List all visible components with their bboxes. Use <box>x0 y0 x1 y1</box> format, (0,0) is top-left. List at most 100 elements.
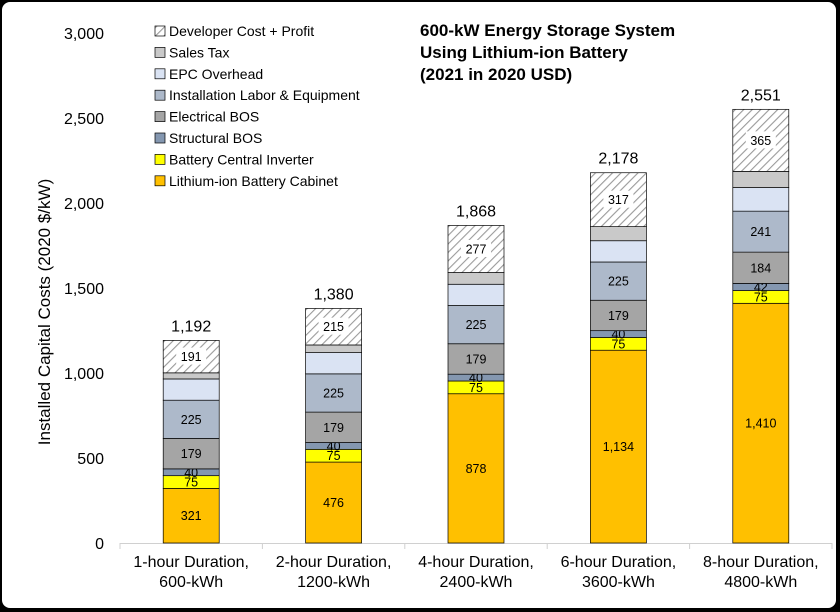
chart-title-line: Using Lithium-ion Battery <box>420 43 628 62</box>
bar-segment <box>162 438 220 470</box>
x-tick-label: 2400-kWh <box>440 574 513 591</box>
legend-swatch <box>154 25 166 37</box>
data-label: 1,410 <box>745 417 776 431</box>
x-tick-label: 600-kWh <box>159 574 223 591</box>
data-label: 225 <box>181 413 202 427</box>
legend-swatch <box>154 154 166 165</box>
x-tick-label: 3600-kWh <box>582 574 655 591</box>
bar-segment <box>162 378 220 401</box>
total-label: 2,178 <box>598 151 638 168</box>
data-label: 225 <box>466 318 487 332</box>
bar-segment <box>590 226 647 242</box>
legend-label: Developer Cost + Profit <box>169 23 314 39</box>
legend-swatch <box>154 111 166 122</box>
y-tick-label: 1,000 <box>64 366 104 383</box>
data-label: 225 <box>608 275 629 289</box>
legend-swatch <box>154 68 166 80</box>
data-label: 321 <box>181 509 202 523</box>
chart-title-line: 600-kW Energy Storage System <box>420 21 675 40</box>
x-tick-label: 4-hour Duration, <box>418 554 534 571</box>
legend-label: Installation Labor & Equipment <box>169 87 360 103</box>
data-label: 75 <box>611 337 625 351</box>
x-tick-label: 6-hour Duration, <box>561 554 677 571</box>
bar-segment <box>305 344 362 353</box>
chart-title: 600-kW Energy Storage System Using Lithiu… <box>420 21 675 84</box>
y-tick-label: 0 <box>95 536 104 553</box>
data-label: 476 <box>323 496 344 510</box>
data-label: 184 <box>750 261 771 275</box>
bar-segment <box>732 302 790 544</box>
data-label: 40 <box>327 439 341 453</box>
bar-segment <box>162 399 220 439</box>
legend-label: Battery Central Inverter <box>169 151 314 167</box>
data-label: 75 <box>184 476 198 490</box>
x-tick-label: 2-hour Duration, <box>276 554 392 571</box>
y-axis: 0 500 1,000 1,500 2,000 2,500 3,000 <box>64 26 104 553</box>
data-label: 241 <box>750 225 771 239</box>
data-label: 365 <box>750 134 771 148</box>
data-label-background <box>603 190 634 208</box>
data-label: 40 <box>184 466 198 480</box>
data-label: 179 <box>608 309 629 323</box>
bar-segment <box>162 488 220 544</box>
bar-segment <box>447 283 505 306</box>
legend-label: Lithium-ion Battery Cabinet <box>169 173 338 189</box>
data-label: 75 <box>469 381 483 395</box>
data-label: 179 <box>466 352 487 366</box>
bar-segment <box>447 343 505 375</box>
legend-label: EPC Overhead <box>169 66 263 82</box>
y-tick-label: 1,500 <box>64 281 104 298</box>
total-label: 1,868 <box>456 203 496 220</box>
bars: 32175401792251911,19247675401792252151,3… <box>162 87 790 544</box>
data-label-background <box>745 131 776 149</box>
legend-label: Sales Tax <box>169 44 229 60</box>
bar-segment <box>305 352 362 375</box>
legend-label: Electrical BOS <box>169 109 259 125</box>
data-label: 179 <box>181 447 202 461</box>
y-tick-label: 500 <box>77 451 104 468</box>
bar-segment <box>590 240 647 263</box>
data-label-background <box>318 317 349 335</box>
data-label: 42 <box>754 280 768 294</box>
data-label: 40 <box>611 328 625 342</box>
y-tick-label: 3,000 <box>64 26 104 43</box>
bar-segment <box>447 393 505 544</box>
bar-segment <box>590 299 647 332</box>
data-label: 225 <box>323 386 344 400</box>
data-label: 317 <box>608 193 629 207</box>
y-tick-label: 2,000 <box>64 196 104 213</box>
x-tick-label: 4800-kWh <box>724 574 797 591</box>
data-label: 40 <box>469 371 483 385</box>
bar-segment <box>732 210 790 253</box>
x-tick-label: 1-hour Duration, <box>133 554 249 571</box>
data-label: 75 <box>754 290 768 304</box>
data-label: 191 <box>181 350 202 364</box>
bar-segment <box>732 251 790 284</box>
bar-segment <box>590 349 647 544</box>
bar-segment <box>305 461 362 544</box>
x-axis: 1-hour Duration, 600-kWh 2-hour Duration, 1… <box>119 543 833 591</box>
legend-swatch <box>154 132 166 144</box>
data-label: 75 <box>327 449 341 463</box>
bar-segment <box>590 261 647 301</box>
data-label-background <box>176 347 207 365</box>
y-tick-label: 2,500 <box>64 111 104 128</box>
data-label-background <box>461 239 491 257</box>
chart-title-line: (2021 in 2020 USD) <box>420 65 572 84</box>
x-tick-label: 1200-kWh <box>297 574 370 591</box>
legend-swatch <box>154 89 166 101</box>
data-label: 215 <box>323 320 344 334</box>
bar-segment <box>732 171 790 188</box>
bar-segment <box>305 373 362 413</box>
x-tick-label: 8-hour Duration, <box>703 554 819 571</box>
total-label: 1,192 <box>171 318 211 335</box>
legend-swatch <box>154 175 166 187</box>
bar-segment <box>732 187 790 212</box>
data-label: 878 <box>466 462 487 476</box>
bar-segment <box>162 372 220 380</box>
data-label: 277 <box>466 242 487 256</box>
y-axis-title: Installed Capital Costs (2020 $/kW) <box>35 179 54 445</box>
legend: Developer Cost + Profit Sales Tax EPC Over… <box>154 23 360 189</box>
